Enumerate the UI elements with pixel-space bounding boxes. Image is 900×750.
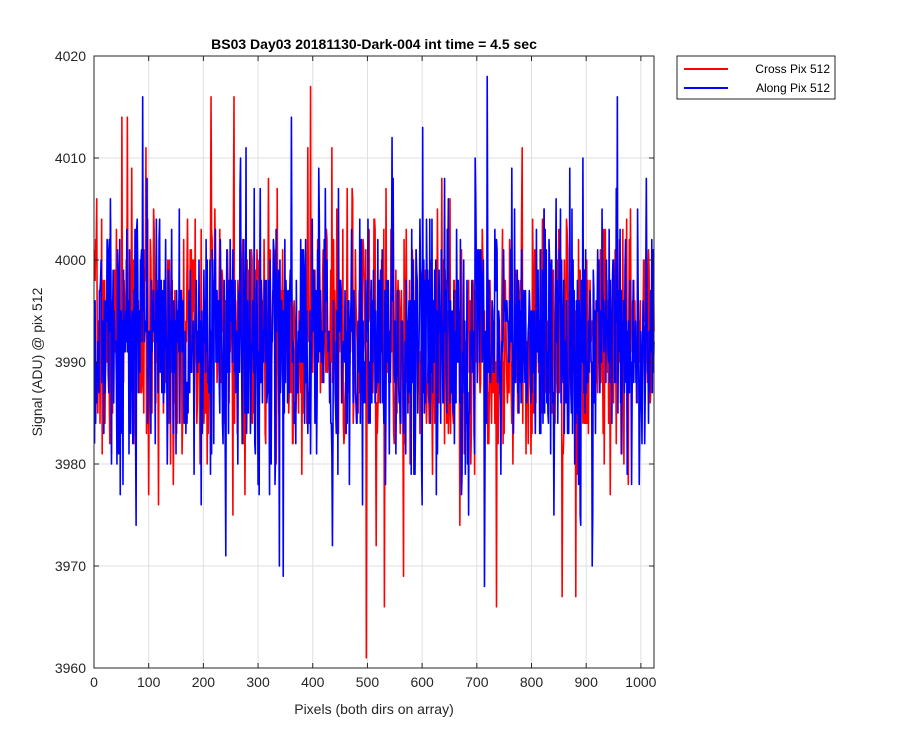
legend-label-cross: Cross Pix 512 bbox=[755, 62, 830, 76]
y-tick-label: 3960 bbox=[55, 660, 86, 676]
legend: Cross Pix 512 Along Pix 512 bbox=[676, 55, 836, 100]
x-tick-label: 100 bbox=[137, 674, 161, 690]
y-tick-label: 3970 bbox=[55, 558, 86, 574]
y-axis-label: Signal (ADU) @ pix 512 bbox=[29, 287, 45, 436]
x-tick-label: 500 bbox=[356, 674, 380, 690]
y-tick-label: 3990 bbox=[55, 354, 86, 370]
x-tick-label: 700 bbox=[465, 674, 489, 690]
x-axis-label: Pixels (both dirs on array) bbox=[294, 701, 454, 717]
series-line-along bbox=[93, 75, 655, 588]
y-tick-label: 4010 bbox=[55, 150, 86, 166]
x-tick-label: 800 bbox=[520, 674, 544, 690]
series-layer bbox=[93, 75, 655, 659]
x-tick-label: 200 bbox=[192, 674, 216, 690]
x-tick-label: 300 bbox=[246, 674, 270, 690]
ticks: 0 100 200 300 400 500 600 700 800 900 1000 3960 3970… bbox=[55, 48, 657, 690]
x-tick-label: 0 bbox=[90, 674, 98, 690]
legend-label-along: Along Pix 512 bbox=[756, 81, 830, 95]
y-tick-label: 4000 bbox=[55, 252, 86, 268]
legend-box bbox=[676, 55, 836, 100]
x-tick-label: 900 bbox=[575, 674, 599, 690]
x-tick-label: 600 bbox=[410, 674, 434, 690]
x-tick-label: 400 bbox=[301, 674, 325, 690]
chart-title: BS03 Day03 20181130-Dark-004 int time = … bbox=[211, 36, 537, 52]
y-tick-label: 3980 bbox=[55, 456, 86, 472]
x-tick-label: 1000 bbox=[625, 674, 656, 690]
y-tick-label: 4020 bbox=[55, 48, 86, 64]
